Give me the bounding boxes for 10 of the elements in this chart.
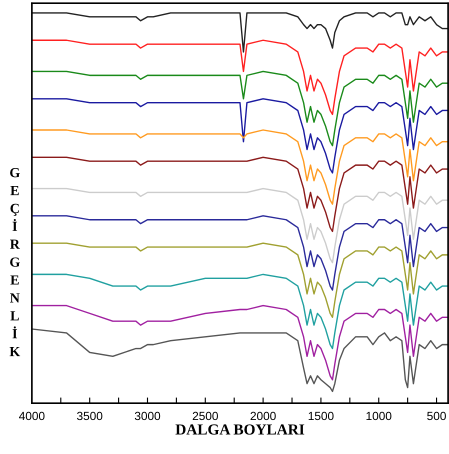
x-tick-label: 3000 bbox=[134, 412, 160, 420]
x-tick-label: 500 bbox=[427, 412, 446, 420]
x-tick-label: 1500 bbox=[308, 412, 334, 420]
x-tick-label: 3500 bbox=[77, 412, 102, 420]
x-tick-label: 2500 bbox=[192, 412, 218, 420]
x-axis-title: DALGA BOYLARI bbox=[176, 424, 304, 435]
x-tick-label: 2000 bbox=[250, 412, 276, 420]
x-tick-label: 1000 bbox=[366, 412, 392, 420]
x-tick-label: 4000 bbox=[19, 412, 45, 420]
text: GEÇİRGENLİK bbox=[10, 168, 20, 356]
